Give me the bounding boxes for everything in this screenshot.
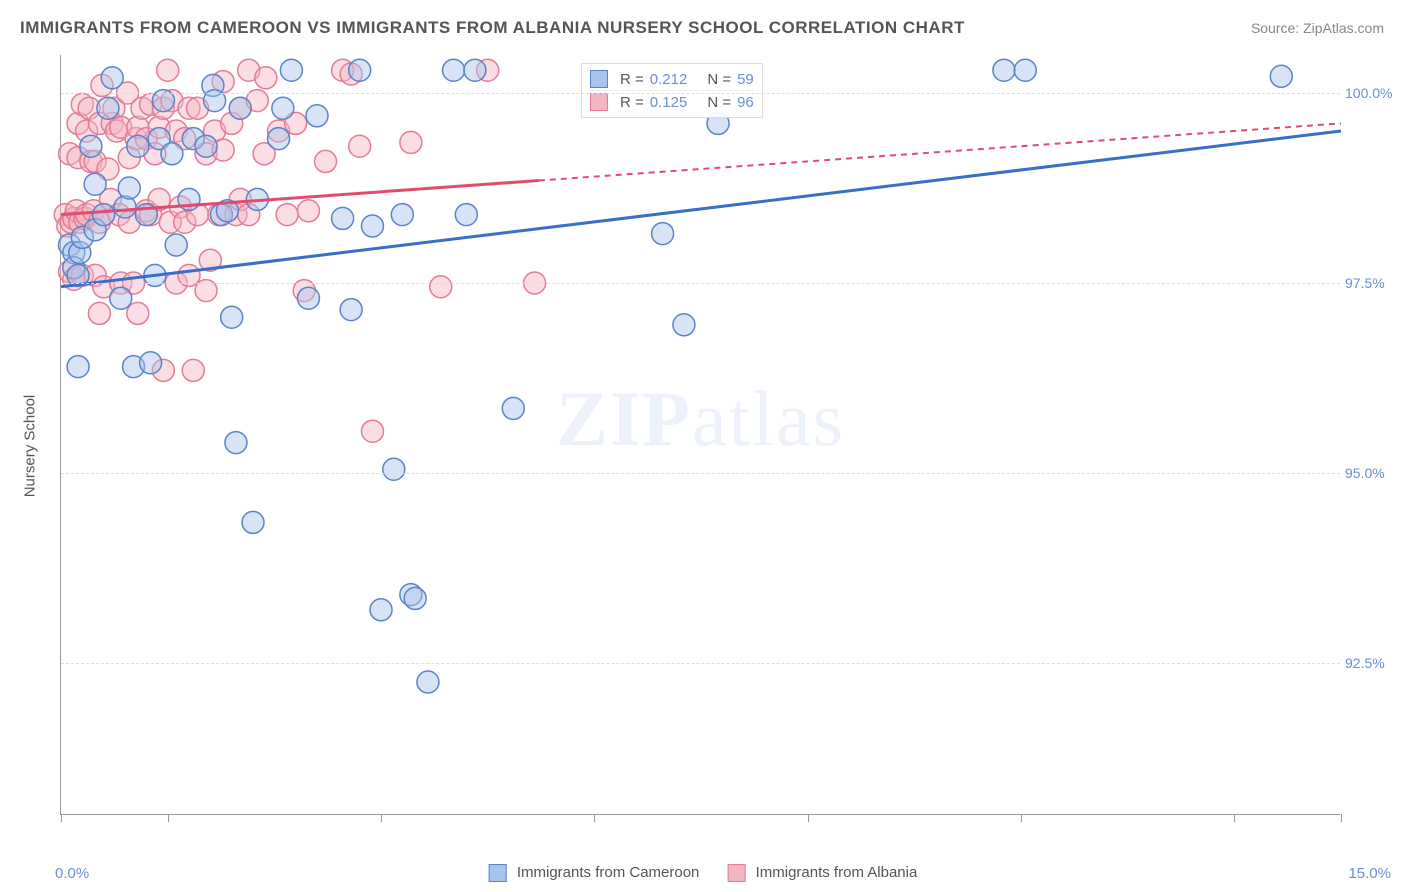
scatter-point bbox=[443, 59, 465, 81]
y-tick-label: 97.5% bbox=[1345, 275, 1400, 291]
n-value-albania: 96 bbox=[737, 94, 754, 111]
scatter-point bbox=[1270, 65, 1292, 87]
series-legend: Immigrants from Cameroon Immigrants from… bbox=[489, 864, 918, 882]
legend-swatch-cameroon bbox=[489, 864, 507, 882]
scatter-point bbox=[114, 196, 136, 218]
series-label-albania: Immigrants from Albania bbox=[756, 864, 918, 881]
source-attribution: Source: ZipAtlas.com bbox=[1251, 20, 1384, 36]
n-label: N = bbox=[707, 71, 731, 88]
scatter-point bbox=[97, 97, 119, 119]
scatter-point bbox=[118, 177, 140, 199]
scatter-point bbox=[502, 397, 524, 419]
series-label-cameroon: Immigrants from Cameroon bbox=[517, 864, 700, 881]
scatter-point bbox=[93, 204, 115, 226]
chart-title: IMMIGRANTS FROM CAMEROON VS IMMIGRANTS F… bbox=[20, 18, 965, 38]
scatter-point bbox=[361, 420, 383, 442]
scatter-point bbox=[280, 59, 302, 81]
scatter-point bbox=[430, 276, 452, 298]
x-tick bbox=[168, 814, 169, 822]
scatter-point bbox=[297, 200, 319, 222]
stats-legend: R = 0.212 N = 59 R = 0.125 N = 96 bbox=[581, 63, 763, 118]
scatter-point bbox=[182, 359, 204, 381]
scatter-point bbox=[370, 599, 392, 621]
legend-swatch-cameroon bbox=[590, 70, 608, 88]
gridline bbox=[61, 473, 1340, 474]
scatter-point bbox=[383, 458, 405, 480]
y-tick-label: 95.0% bbox=[1345, 465, 1400, 481]
scatter-point bbox=[268, 128, 290, 150]
scatter-point bbox=[993, 59, 1015, 81]
x-axis-max-label: 15.0% bbox=[1348, 865, 1391, 882]
r-value-albania: 0.125 bbox=[650, 94, 688, 111]
legend-swatch-albania bbox=[727, 864, 745, 882]
scatter-point bbox=[652, 223, 674, 245]
series-legend-item: Immigrants from Cameroon bbox=[489, 864, 700, 882]
scatter-point bbox=[272, 97, 294, 119]
scatter-point bbox=[391, 204, 413, 226]
r-label: R = bbox=[620, 94, 644, 111]
legend-swatch-albania bbox=[590, 93, 608, 111]
scatter-point bbox=[84, 173, 106, 195]
plot-area: ZIPatlas R = 0.212 N = 59 R = 0.125 N = … bbox=[60, 55, 1340, 815]
scatter-point bbox=[417, 671, 439, 693]
n-value-cameroon: 59 bbox=[737, 71, 754, 88]
scatter-point bbox=[225, 432, 247, 454]
scatter-point bbox=[221, 306, 243, 328]
scatter-point bbox=[255, 67, 277, 89]
scatter-point bbox=[80, 135, 102, 157]
scatter-point bbox=[464, 59, 486, 81]
r-value-cameroon: 0.212 bbox=[650, 71, 688, 88]
y-tick-label: 100.0% bbox=[1345, 85, 1400, 101]
scatter-point bbox=[349, 135, 371, 157]
scatter-point bbox=[361, 215, 383, 237]
scatter-point bbox=[404, 587, 426, 609]
scatter-point bbox=[161, 143, 183, 165]
x-tick bbox=[808, 814, 809, 822]
scatter-point bbox=[165, 234, 187, 256]
gridline bbox=[61, 663, 1340, 664]
scatter-point bbox=[88, 302, 110, 324]
scatter-svg bbox=[61, 55, 1340, 814]
scatter-point bbox=[340, 299, 362, 321]
gridline bbox=[61, 93, 1340, 94]
y-axis-label: Nursery School bbox=[22, 395, 39, 498]
scatter-point bbox=[157, 59, 179, 81]
scatter-point bbox=[195, 135, 217, 157]
stats-legend-row: R = 0.212 N = 59 bbox=[590, 68, 754, 90]
scatter-point bbox=[229, 97, 251, 119]
gridline bbox=[61, 283, 1340, 284]
n-label: N = bbox=[707, 94, 731, 111]
x-tick bbox=[1021, 814, 1022, 822]
scatter-point bbox=[315, 150, 337, 172]
x-tick bbox=[61, 814, 62, 822]
scatter-point bbox=[306, 105, 328, 127]
trend-line-extrapolated bbox=[539, 123, 1341, 180]
series-legend-item: Immigrants from Albania bbox=[727, 864, 917, 882]
y-tick-label: 92.5% bbox=[1345, 655, 1400, 671]
x-tick bbox=[594, 814, 595, 822]
scatter-point bbox=[242, 511, 264, 533]
scatter-point bbox=[67, 356, 89, 378]
scatter-point bbox=[455, 204, 477, 226]
r-label: R = bbox=[620, 71, 644, 88]
scatter-point bbox=[1014, 59, 1036, 81]
x-tick bbox=[381, 814, 382, 822]
scatter-point bbox=[127, 302, 149, 324]
scatter-point bbox=[349, 59, 371, 81]
scatter-point bbox=[673, 314, 695, 336]
x-axis-min-label: 0.0% bbox=[55, 865, 89, 882]
scatter-point bbox=[276, 204, 298, 226]
x-tick bbox=[1341, 814, 1342, 822]
scatter-point bbox=[140, 352, 162, 374]
scatter-point bbox=[110, 287, 132, 309]
scatter-point bbox=[400, 131, 422, 153]
x-tick bbox=[1234, 814, 1235, 822]
scatter-point bbox=[101, 67, 123, 89]
scatter-point bbox=[297, 287, 319, 309]
scatter-point bbox=[332, 207, 354, 229]
scatter-point bbox=[127, 135, 149, 157]
